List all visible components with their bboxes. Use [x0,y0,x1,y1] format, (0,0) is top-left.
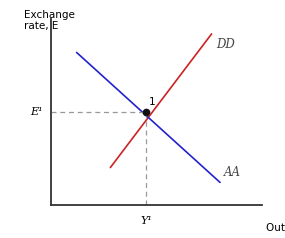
Text: Exchange
rate, E: Exchange rate, E [24,10,75,31]
Text: Y¹: Y¹ [140,216,152,226]
Text: DD: DD [216,38,235,51]
Text: AA: AA [224,166,241,179]
Text: 1: 1 [149,97,155,107]
Text: E¹: E¹ [30,107,43,117]
Text: Output, Y: Output, Y [266,223,285,233]
